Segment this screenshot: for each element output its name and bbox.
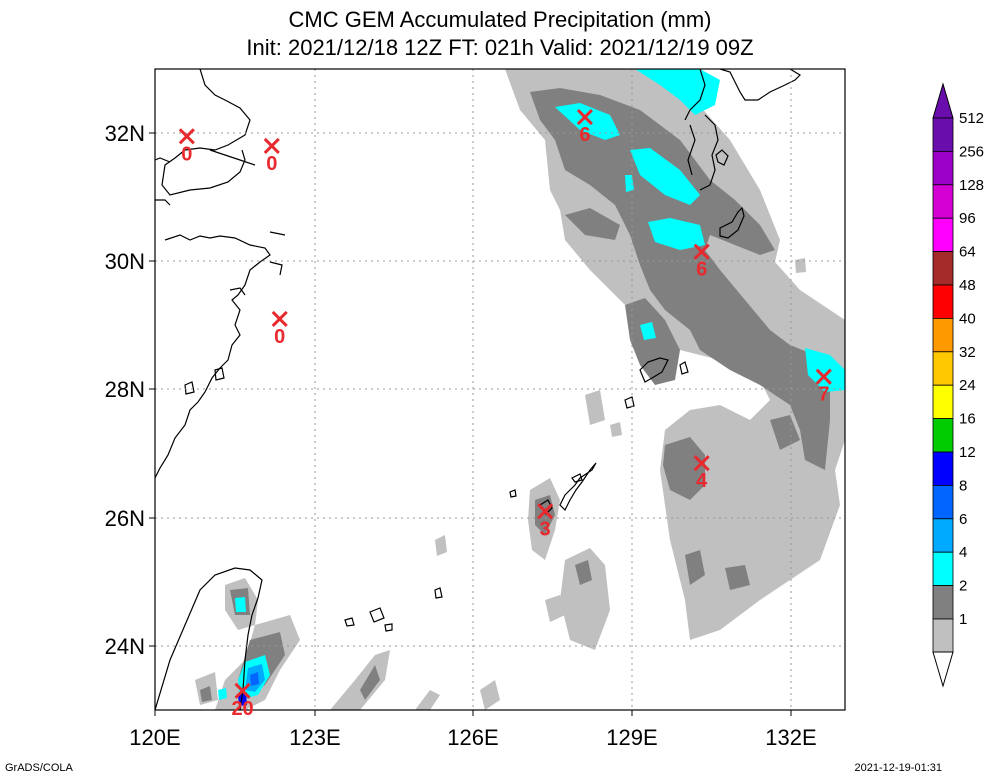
colorbar-level-label: 16 <box>959 411 976 428</box>
colorbar-swatch <box>932 251 954 286</box>
colorbar-level-label: 256 <box>959 143 984 160</box>
station-cross <box>693 455 710 472</box>
lon-label: 129E <box>606 725 657 750</box>
colorbar-swatch <box>932 351 954 386</box>
station-value: 0 <box>181 143 192 165</box>
colorbar-swatch <box>932 117 954 152</box>
station-marker: 0 <box>263 137 280 175</box>
lon-label: 123E <box>289 725 340 750</box>
map-subtitle: Init: 2021/12/18 12Z FT: 021h Valid: 202… <box>246 35 754 60</box>
lon-label: 120E <box>129 725 180 750</box>
lat-label: 26N <box>105 506 145 531</box>
colorbar-swatch <box>932 384 954 420</box>
colorbar-level-label: 4 <box>959 544 967 561</box>
station-marker: 20 <box>231 682 254 720</box>
station-value: 6 <box>696 259 707 281</box>
colorbar-bottom-arrow <box>932 651 954 688</box>
station-cross <box>234 682 251 699</box>
station-marker: 3 <box>537 503 554 540</box>
station-value: 3 <box>540 518 551 540</box>
station-marker: 0 <box>271 310 288 348</box>
colorbar-level-label: 128 <box>959 177 984 194</box>
colorbar-swatch <box>932 418 954 453</box>
colorbar-level-label: 64 <box>959 244 976 261</box>
colorbar-level-label: 2 <box>959 578 967 595</box>
station-value: 0 <box>274 326 285 348</box>
lat-label: 32N <box>105 121 145 146</box>
station-value: 20 <box>231 698 253 720</box>
colorbar-swatch <box>932 518 954 553</box>
map-title: CMC GEM Accumulated Precipitation (mm) <box>288 7 712 32</box>
colorbar-swatch <box>932 618 954 653</box>
coastlines <box>155 69 801 710</box>
colorbar-level-label: 512 <box>959 110 984 127</box>
station-cross <box>271 310 288 328</box>
colorbar-level-label: 8 <box>959 477 967 494</box>
precip-12mm-layer <box>238 692 247 706</box>
station-marker: 0 <box>178 128 195 165</box>
colorbar-swatch <box>932 217 954 252</box>
colorbar-swatch <box>932 585 954 620</box>
station-value: 6 <box>579 124 590 146</box>
lat-label: 24N <box>105 634 145 659</box>
station-value: 4 <box>696 470 708 492</box>
station-cross <box>263 137 280 154</box>
colorbar-swatch <box>932 451 954 486</box>
colorbar-level-label: 40 <box>959 310 976 327</box>
station-cross <box>576 109 593 126</box>
axis-ticks <box>149 132 792 716</box>
colorbar-swatch <box>932 551 954 587</box>
precip-8mm-layer <box>250 672 259 686</box>
lat-label: 28N <box>105 377 145 402</box>
station-marker: 7 <box>815 368 832 406</box>
footer-timestamp: 2021-12-19-01:31 <box>854 762 942 774</box>
colorbar-level-label: 1 <box>959 611 967 628</box>
station-marker: 6 <box>693 243 710 281</box>
colorbar-swatch <box>932 184 954 219</box>
station-cross <box>815 368 832 385</box>
colorbar-level-label: 48 <box>959 277 976 294</box>
graticule <box>155 69 845 710</box>
station-marker: 4 <box>693 455 710 492</box>
station-cross <box>178 128 195 145</box>
colorbar-level-label: 12 <box>959 444 976 461</box>
station-cross <box>693 243 710 260</box>
colorbar-level-label: 32 <box>959 344 976 361</box>
colorbar-level-label: 96 <box>959 210 976 227</box>
colorbar-level-label: 6 <box>959 511 967 528</box>
colorbar-swatch <box>932 484 954 520</box>
lon-label: 126E <box>447 725 498 750</box>
colorbar-swatch <box>932 317 954 353</box>
colorbar-level-label: 24 <box>959 377 976 394</box>
station-cross <box>537 503 554 520</box>
colorbar-swatch <box>932 150 954 186</box>
station-markers: 0 0 0 6 6 7 4 3 20 <box>178 109 832 720</box>
lon-label: 132E <box>765 725 816 750</box>
station-value: 7 <box>818 384 829 406</box>
station-marker: 6 <box>576 109 593 146</box>
colorbar-swatch <box>932 284 954 319</box>
lat-label: 30N <box>105 249 145 274</box>
station-value: 0 <box>266 153 277 175</box>
colorbar-top-arrow <box>932 82 954 119</box>
footer-credit: GrADS/COLA <box>5 762 73 774</box>
